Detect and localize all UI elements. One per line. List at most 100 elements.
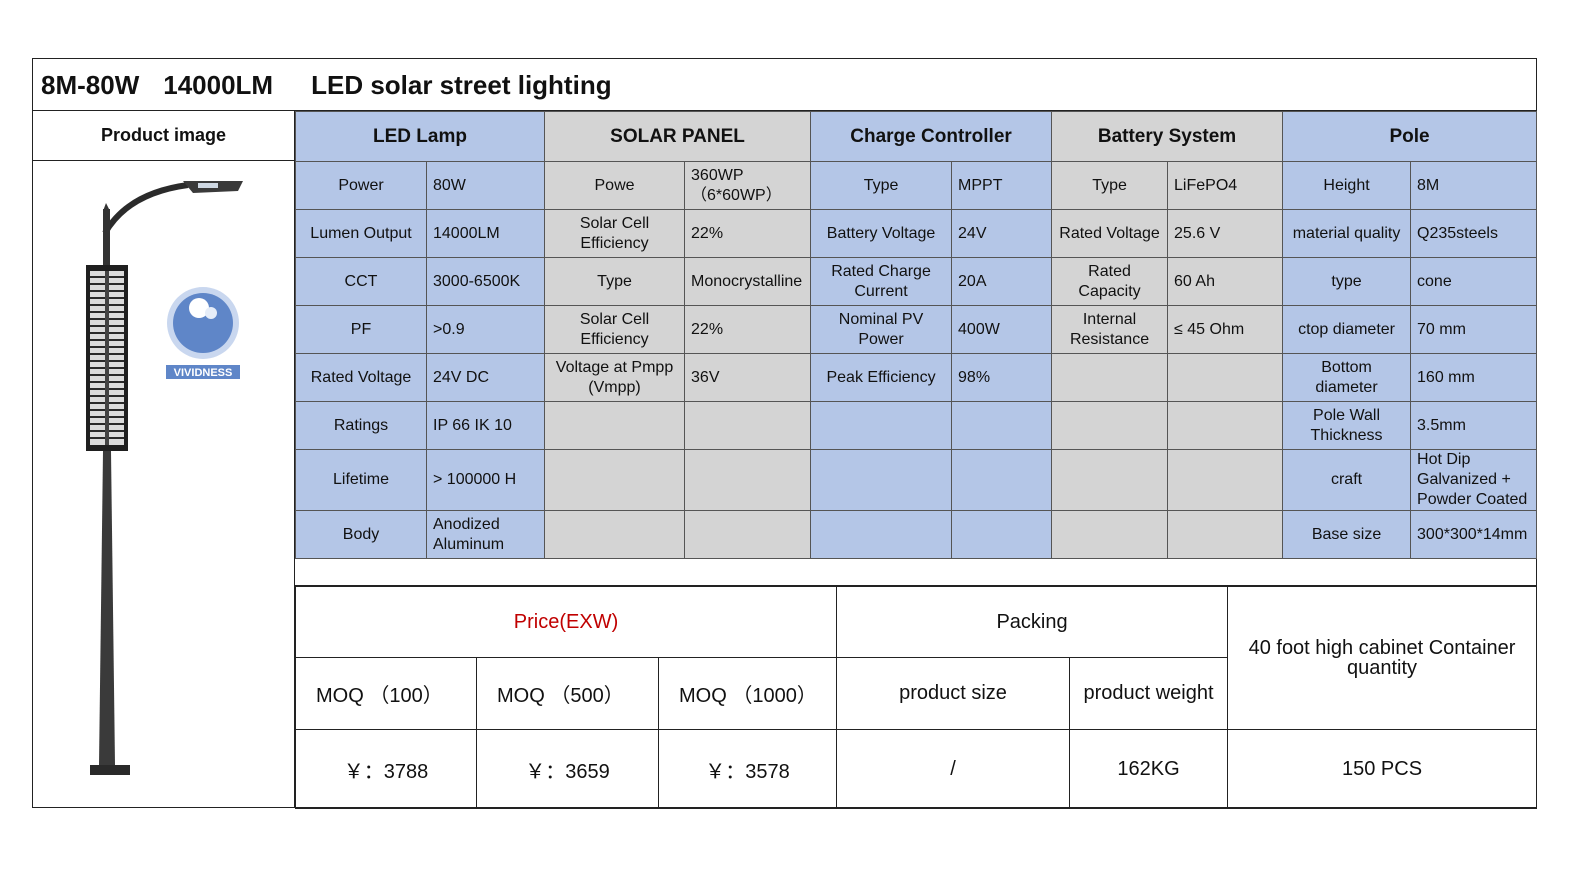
spec-table: LED Lamp SOLAR PANEL Charge Controller B… [294, 111, 1538, 559]
battery-value [1167, 401, 1284, 450]
title-lumen: 14000LM [163, 70, 274, 100]
controller-label: Nominal PV Power [810, 305, 953, 354]
battery-value [1167, 353, 1284, 402]
led-label: Lifetime [295, 449, 427, 511]
pole-label: Base size [1282, 510, 1412, 559]
battery-value: 25.6 V [1167, 209, 1284, 258]
solar-value: 22% [684, 305, 812, 354]
controller-label [810, 510, 953, 559]
solar-label [544, 510, 686, 559]
moq-500: MOQ （500） [476, 657, 659, 730]
led-label: Lumen Output [295, 209, 427, 258]
controller-value: 24V [951, 209, 1053, 258]
pole-label: Height [1282, 161, 1412, 210]
packing-header: Packing [836, 586, 1229, 658]
led-label: PF [295, 305, 427, 354]
led-value: >0.9 [425, 305, 546, 354]
led-value: IP 66 IK 10 [425, 401, 546, 450]
product-image-header: Product image [33, 111, 295, 161]
spacer-row [295, 558, 1536, 586]
battery-value [1167, 449, 1284, 511]
spec-row: CCT 3000-6500K Type Monocrystalline Rate… [295, 257, 1538, 306]
header-led-lamp: LED Lamp [294, 111, 546, 162]
moq-100: MOQ （100） [295, 657, 477, 730]
battery-value: LiFePO4 [1167, 161, 1284, 210]
vividness-logo [166, 287, 240, 379]
title-model: 8M-80W [41, 70, 140, 100]
pole-value: 70 mm [1410, 305, 1538, 354]
controller-label: Battery Voltage [810, 209, 953, 258]
battery-label: Internal Resistance [1051, 305, 1169, 354]
pole-label: type [1282, 257, 1412, 306]
product-weight-value: 162KG [1069, 729, 1229, 809]
battery-label [1051, 510, 1169, 559]
solar-value: 360WP （6*60WP） [684, 161, 812, 210]
controller-label: Rated Charge Current [810, 257, 953, 306]
pole-value: cone [1410, 257, 1538, 306]
solar-label: Powe [544, 161, 686, 210]
controller-label [810, 401, 953, 450]
header-battery-system: Battery System [1051, 111, 1284, 162]
solar-value [684, 449, 812, 511]
pole-label: ctop diameter [1282, 305, 1412, 354]
battery-label: Rated Capacity [1051, 257, 1169, 306]
controller-value: 98% [951, 353, 1053, 402]
pole-label: craft [1282, 449, 1412, 511]
controller-value [951, 449, 1053, 511]
pole-value: 3.5mm [1410, 401, 1538, 450]
product-size-value: / [836, 729, 1071, 809]
controller-label: Peak Efficiency [810, 353, 953, 402]
pole-value: 300*300*14mm [1410, 510, 1538, 559]
solar-value: 36V [684, 353, 812, 402]
led-label: Rated Voltage [295, 353, 427, 402]
battery-label [1051, 353, 1169, 402]
pole-value: 160 mm [1410, 353, 1538, 402]
spec-row: Body Anodized Aluminum Base size 300*300… [295, 510, 1538, 559]
led-label: Power [295, 161, 427, 210]
product-weight-label: product weight [1069, 657, 1229, 730]
solar-value [684, 510, 812, 559]
pole-value: Hot Dip Galvanized + Powder Coated [1410, 449, 1538, 511]
solar-label: Type [544, 257, 686, 306]
solar-value: 22% [684, 209, 812, 258]
logo-text: VIVIDNESS [174, 367, 233, 379]
pole-label: material quality [1282, 209, 1412, 258]
controller-label: Type [810, 161, 953, 210]
solar-label [544, 449, 686, 511]
controller-value [951, 401, 1053, 450]
header-pole: Pole [1282, 111, 1538, 162]
led-value: 24V DC [425, 353, 546, 402]
spec-row: Lifetime > 100000 H craft Hot Dip Galvan… [295, 449, 1538, 511]
spec-row: Power 80W Powe 360WP （6*60WP） Type MPPT … [295, 161, 1538, 210]
battery-value: 60 Ah [1167, 257, 1284, 306]
pricing-table: Price(EXW) Packing 40 foot high cabinet … [294, 586, 1538, 809]
product-size-label: product size [836, 657, 1071, 730]
led-value: 14000LM [425, 209, 546, 258]
led-value: Anodized Aluminum [425, 510, 546, 559]
solar-label: Solar Cell Efficiency [544, 305, 686, 354]
solar-label: Voltage at Pmpp (Vmpp) [544, 353, 686, 402]
street-light-illustration: VIVIDNESS [86, 181, 243, 775]
header-solar-panel: SOLAR PANEL [544, 111, 812, 162]
title-name: LED solar street lighting [311, 70, 612, 100]
price-moq-1000: ￥：3578 [657, 729, 838, 809]
solar-value: Monocrystalline [684, 257, 812, 306]
product-image-cell: VIVIDNESS [33, 161, 295, 807]
pole-label: Bottom diameter [1282, 353, 1412, 402]
solar-value [684, 401, 812, 450]
led-label: Ratings [295, 401, 427, 450]
spec-row: PF >0.9 Solar Cell Efficiency 22% Nomina… [295, 305, 1538, 354]
container-header: 40 foot high cabinet Container quantity [1227, 586, 1538, 730]
battery-value: ≤ 45 Ohm [1167, 305, 1284, 354]
moq-1000: MOQ （1000） [657, 657, 838, 730]
sheet-title: 8M-80W 14000LM LED solar street lighting [33, 59, 1536, 111]
controller-value: MPPT [951, 161, 1053, 210]
led-label: CCT [295, 257, 427, 306]
container-quantity-value: 150 PCS [1227, 729, 1538, 809]
solar-label [544, 401, 686, 450]
solar-label: Solar Cell Efficiency [544, 209, 686, 258]
price-moq-100: ￥：3788 [295, 729, 477, 809]
battery-label: Type [1051, 161, 1169, 210]
spec-row: Lumen Output 14000LM Solar Cell Efficien… [295, 209, 1538, 258]
battery-label: Rated Voltage [1051, 209, 1169, 258]
